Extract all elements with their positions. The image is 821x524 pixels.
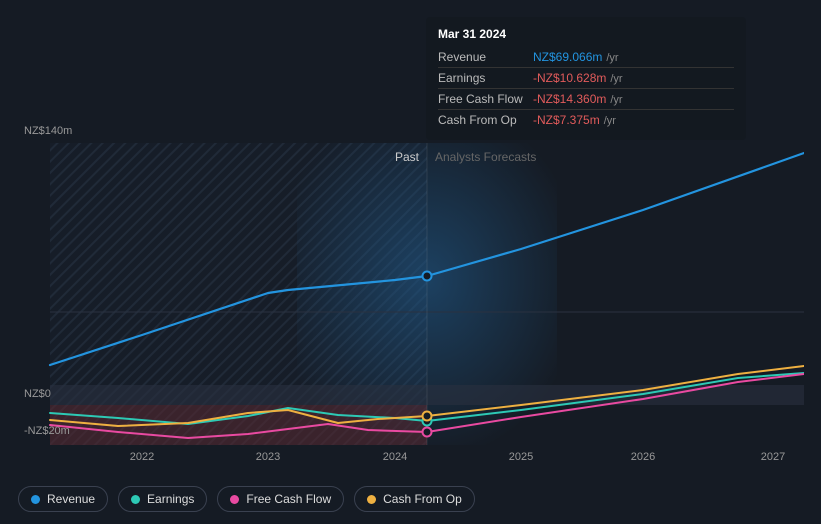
svg-text:2025: 2025 [509,451,533,463]
legend-label: Earnings [147,492,194,506]
tooltip-metric-unit: /yr [604,115,616,127]
y-axis-label: -NZ$20m [24,425,70,437]
svg-text:2024: 2024 [383,451,407,463]
legend-item-free-cash-flow[interactable]: Free Cash Flow [217,486,344,512]
tooltip-metric-unit: /yr [610,73,622,85]
tooltip-metric-value: NZ$69.066m [533,50,602,64]
tooltip-row: Earnings-NZ$10.628m/yr [438,68,734,89]
y-axis-label: NZ$140m [24,125,72,137]
forecast-label: Analysts Forecasts [435,150,536,164]
tooltip-metric-unit: /yr [606,52,618,64]
chart-tooltip: Mar 31 2024 RevenueNZ$69.066m/yrEarnings… [426,17,746,140]
legend-dot-icon [230,495,239,504]
legend-item-revenue[interactable]: Revenue [18,486,108,512]
svg-text:2027: 2027 [761,451,785,463]
chart-legend: Revenue Earnings Free Cash Flow Cash From O… [18,486,475,512]
legend-dot-icon [131,495,140,504]
svg-text:2023: 2023 [256,451,280,463]
legend-item-cash-from-op[interactable]: Cash From Op [354,486,475,512]
tooltip-metric-value: -NZ$14.360m [533,92,606,106]
tooltip-row: RevenueNZ$69.066m/yr [438,47,734,68]
past-label: Past [395,150,419,164]
tooltip-metric-label: Earnings [438,71,533,85]
tooltip-row: Free Cash Flow-NZ$14.360m/yr [438,89,734,110]
legend-label: Free Cash Flow [246,492,331,506]
tooltip-metric-unit: /yr [610,94,622,106]
legend-item-earnings[interactable]: Earnings [118,486,207,512]
legend-dot-icon [367,495,376,504]
svg-text:2022: 2022 [130,451,154,463]
tooltip-row: Cash From Op-NZ$7.375m/yr [438,110,734,130]
legend-label: Cash From Op [383,492,462,506]
tooltip-metric-value: -NZ$10.628m [533,71,606,85]
tooltip-metric-label: Cash From Op [438,113,533,127]
tooltip-date: Mar 31 2024 [438,27,734,41]
tooltip-metric-value: -NZ$7.375m [533,113,600,127]
tooltip-metric-label: Revenue [438,50,533,64]
legend-label: Revenue [47,492,95,506]
legend-dot-icon [31,495,40,504]
tooltip-metric-label: Free Cash Flow [438,92,533,106]
svg-text:2026: 2026 [631,451,655,463]
y-axis-label: NZ$0 [24,388,51,400]
